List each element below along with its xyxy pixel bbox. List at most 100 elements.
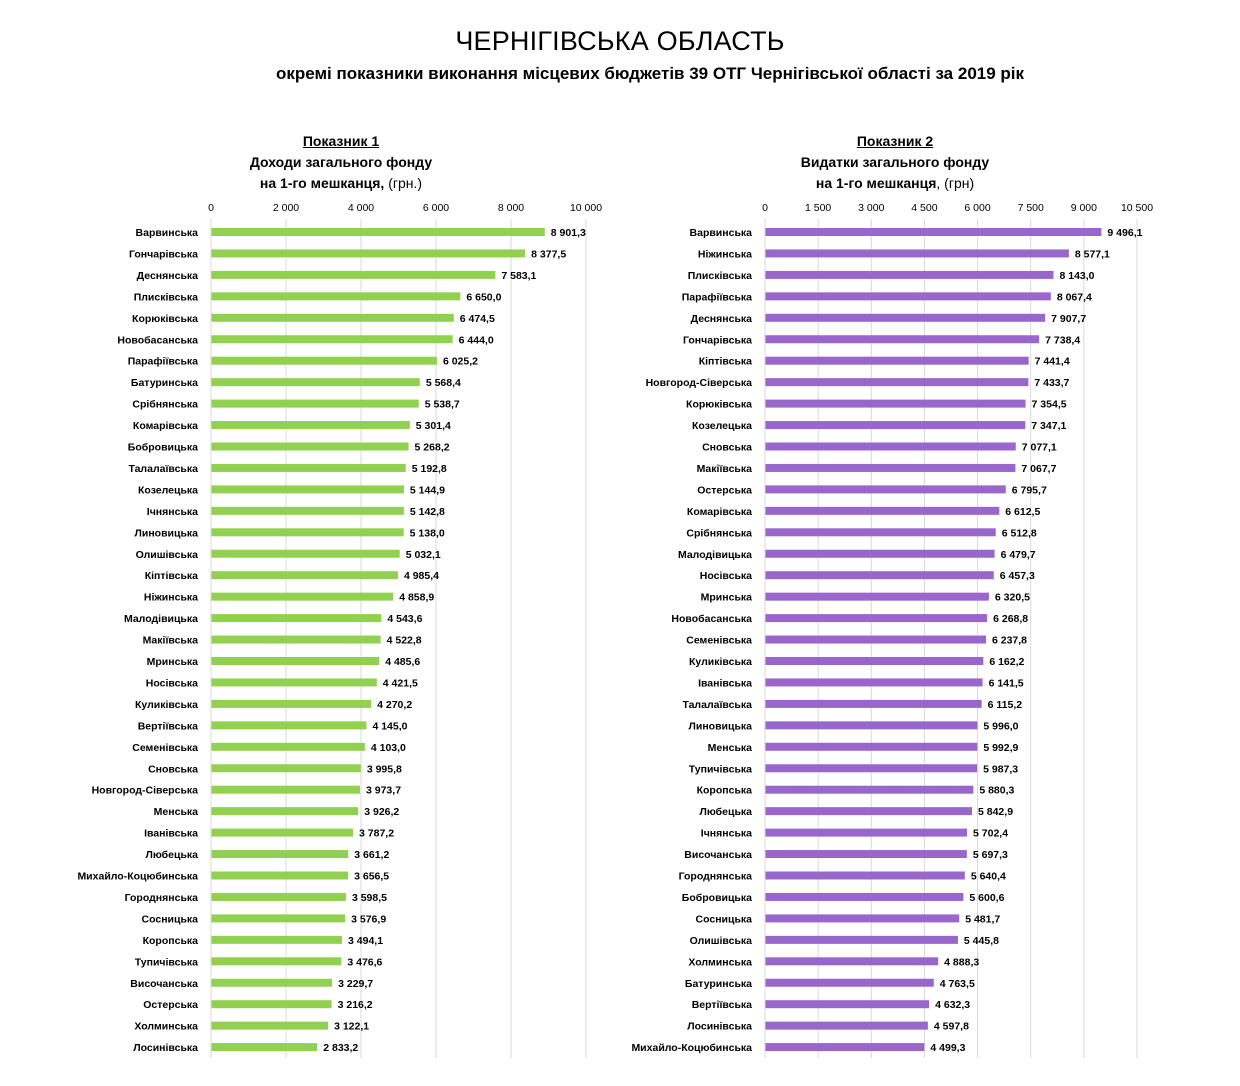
chart2-category-label: Варвинська: [690, 227, 753, 239]
chart2-value-label: 7 354,5: [1032, 399, 1067, 411]
chart1-category-label: Менська: [154, 806, 198, 818]
chart2-value-label: 4 763,5: [940, 978, 975, 990]
chart1-value-label: 6 650,0: [466, 291, 501, 303]
chart1-category-label: Кіптівська: [145, 570, 198, 582]
chart1-category-label: Ічнянська: [147, 506, 198, 518]
chart2-value-label: 5 481,7: [965, 913, 1000, 925]
chart2-bar: [765, 485, 1006, 494]
chart1-bar: [211, 421, 410, 430]
chart1-category-label: Остерська: [143, 999, 198, 1011]
chart1-value-label: 3 787,2: [359, 828, 394, 840]
chart1-value-label: 3 926,2: [364, 806, 399, 818]
chart1-bar: [211, 506, 404, 515]
chart2-bar: [765, 378, 1029, 387]
chart2-tick-label: 3 000: [858, 202, 884, 214]
chart2-bar: [765, 892, 964, 901]
chart1-category-label: Малодівицька: [124, 613, 198, 625]
chart2-value-label: 5 697,3: [973, 849, 1008, 861]
chart2-bar: [765, 1000, 930, 1009]
chart2-value-label: 6 479,7: [1001, 549, 1036, 561]
chart2-category-label: Мринська: [701, 592, 753, 604]
chart2-title-line2-text: на 1-го мешканця: [815, 175, 937, 191]
chart2-bar: [765, 506, 1000, 515]
chart2-category-label: Іванівська: [698, 677, 752, 689]
chart1-category-label: Височанська: [130, 978, 198, 990]
chart2-category-label: Комарівська: [687, 506, 752, 518]
page-title: ЧЕРНІГІВСЬКА ОБЛАСТЬ: [455, 26, 785, 56]
chart2-category-label: Талалаївська: [682, 699, 752, 711]
chart2-bar: [765, 657, 984, 665]
chart2-bar: [765, 614, 988, 623]
chart1-value-label: 4 985,4: [404, 570, 439, 582]
chart1-value-label: 5 538,7: [425, 399, 460, 411]
chart2-bar: [765, 678, 983, 687]
chart1-title-line1: Доходи загального фонду: [249, 154, 433, 170]
chart2-category-label: Олишівська: [690, 935, 753, 947]
chart2-value-label: 5 600,6: [969, 892, 1004, 904]
chart1-title-line2: на 1-го мешканця, (грн.): [211, 173, 471, 194]
chart1-bar: [211, 914, 346, 923]
chart2-value-label: 4 499,3: [930, 1042, 965, 1054]
chart2-value-label: 5 842,9: [978, 806, 1013, 818]
chart1-label: Показник 1: [302, 133, 380, 149]
chart1-value-label: 3 494,1: [348, 935, 383, 947]
chart1-tick-label: 10 000: [570, 202, 602, 214]
chart2-value-label: 5 445,8: [964, 935, 999, 947]
chart2-category-label: Ічнянська: [701, 828, 752, 840]
chart2-bar: [765, 249, 1069, 258]
chart1-bar: [211, 378, 420, 387]
chart1-value-label: 5 032,1: [406, 549, 441, 561]
chart1-value-label: 3 476,6: [347, 956, 382, 968]
chart1-value-label: 5 568,4: [426, 377, 461, 389]
chart1-value-label: 4 421,5: [383, 677, 418, 689]
chart2-bar: [765, 270, 1054, 279]
chart1-bar: [211, 399, 419, 408]
chart2-category-label: Деснянська: [691, 313, 753, 325]
chart2-value-label: 4 888,3: [944, 956, 979, 968]
chart2-tick-label: 0: [762, 202, 768, 214]
chart2-category-label: Срібнянська: [686, 527, 752, 539]
chart1-value-label: 3 661,2: [354, 849, 389, 861]
chart2-value-label: 8 577,1: [1075, 248, 1110, 260]
chart2-bar: [765, 313, 1046, 322]
chart1-bar: [211, 442, 409, 451]
chart2-value-label: 6 457,3: [1000, 570, 1035, 582]
chart2-category-label: Кіптівська: [699, 356, 752, 368]
chart1-tick-label: 6 000: [423, 202, 449, 214]
chart2-value-label: 8 143,0: [1059, 270, 1094, 282]
chart1-bar: [211, 614, 382, 623]
chart2-tick-label: 4 500: [911, 202, 937, 214]
chart1-value-label: 5 268,2: [415, 442, 450, 454]
chart1-category-label: Новобасанська: [117, 334, 198, 346]
chart1-category-label: Сосницька: [142, 913, 199, 925]
chart1-bar: [211, 335, 453, 344]
chart2-bar: [765, 549, 995, 558]
chart2-category-label: Малодівицька: [678, 549, 752, 561]
chart2-category-label: Батуринська: [685, 978, 752, 990]
chart2-category-label: Бобровицька: [682, 892, 752, 904]
chart2-bar: [765, 742, 978, 751]
chart1-category-label: Бобровицька: [128, 442, 198, 454]
chart1-value-label: 4 270,2: [377, 699, 412, 711]
chart2-category-label: Носівська: [700, 570, 752, 582]
chart1-category-label: Срібнянська: [132, 399, 198, 411]
chart2-category-label: Сновська: [702, 442, 752, 454]
chart1-value-label: 3 973,7: [366, 785, 401, 797]
chart1-category-label: Линовицька: [135, 527, 199, 539]
chart1-tick-label: 0: [208, 202, 214, 214]
chart1-value-label: 5 142,8: [410, 506, 445, 518]
chart1-category-label: Парафіївська: [128, 356, 198, 368]
chart2-value-label: 7 433,7: [1034, 377, 1069, 389]
chart2-value-label: 5 702,4: [973, 828, 1008, 840]
chart1-value-label: 5 301,4: [416, 420, 451, 432]
chart1-unit: (грн.): [388, 175, 423, 191]
chart1-bar: [211, 892, 346, 901]
chart1-bar: [211, 463, 406, 472]
chart2-value-label: 4 632,3: [935, 999, 970, 1011]
chart1-category-label: Куликівська: [135, 699, 198, 711]
chart1-category-label: Любецька: [145, 849, 198, 861]
chart2-category-label: Менська: [708, 742, 752, 754]
chart1-value-label: 8 377,5: [531, 248, 566, 260]
chart2-bar: [765, 228, 1102, 236]
